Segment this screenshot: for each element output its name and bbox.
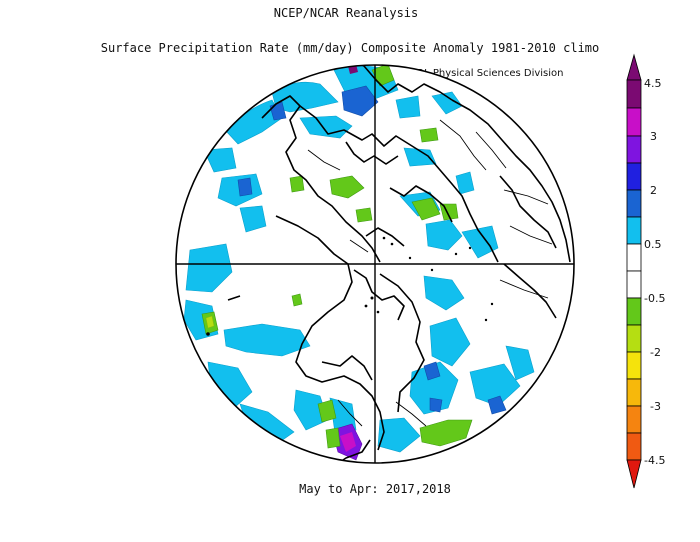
dry-patch [355, 207, 373, 223]
anomaly-patch [429, 317, 471, 367]
dry-patch [411, 197, 441, 221]
map-subtitle: Surface Precipitation Rate (mm/day) Comp… [100, 41, 600, 55]
globe-outline [175, 64, 575, 464]
period-label: May to Apr: 2017,2018 [299, 482, 451, 496]
anomaly-patch [461, 225, 499, 259]
colorbar: 4.5 3 2 0.5 -0.5 -2 -3 -4.5 [626, 53, 665, 489]
colorbar-label: 2 [650, 184, 657, 197]
anomaly-patch-strong [429, 397, 443, 413]
anomaly-patch [425, 219, 463, 251]
map-title: NCEP/NCAR Reanalysis [273, 6, 419, 20]
dry-patch [419, 127, 439, 143]
dry-patch [419, 419, 473, 447]
anomaly-patch [185, 243, 233, 293]
anomaly-patch [293, 389, 329, 431]
anomaly-patch [403, 147, 437, 167]
anomaly-patch [409, 361, 459, 415]
dry-patch-strong [205, 315, 215, 329]
dry-patch [291, 293, 303, 307]
dry-patch [317, 399, 337, 423]
anomaly-shading [183, 65, 571, 463]
anomaly-patch-strong [237, 177, 253, 197]
anomaly-patch [423, 275, 465, 311]
political-borders [307, 119, 553, 427]
colorbar-label: -2 [650, 346, 661, 359]
anomaly-patch [239, 205, 267, 233]
colorbar-top-arrow [626, 53, 642, 81]
anomaly-patch-strong [487, 395, 507, 415]
anomaly-patch [395, 95, 421, 119]
colorbar-bottom-arrow [626, 459, 642, 489]
colorbar-label: -3 [650, 400, 661, 413]
colorbar-label: -4.5 [644, 454, 665, 467]
anomaly-patch [469, 363, 521, 407]
anomaly-patch [505, 345, 535, 381]
anomaly-core [340, 432, 356, 452]
anomaly-patch-strong [341, 85, 379, 117]
coastlines [227, 65, 571, 463]
dry-patch [325, 427, 341, 449]
anomaly-patch-strong [423, 361, 441, 381]
dry-patch [329, 175, 365, 199]
credit-label: NOAA/ESRL Physical Sciences Division [372, 68, 564, 79]
colorbar-label: 4.5 [644, 77, 662, 90]
colorbar-label: -0.5 [644, 292, 665, 305]
anomaly-patch [377, 417, 421, 453]
dry-patch [289, 175, 305, 193]
anomaly-patch [203, 147, 237, 173]
colorbar-label: 3 [650, 130, 657, 143]
island-dots [206, 236, 494, 336]
colorbar-label: 0.5 [644, 238, 662, 251]
anomaly-patch [455, 171, 475, 195]
anomaly-patch [223, 323, 311, 357]
